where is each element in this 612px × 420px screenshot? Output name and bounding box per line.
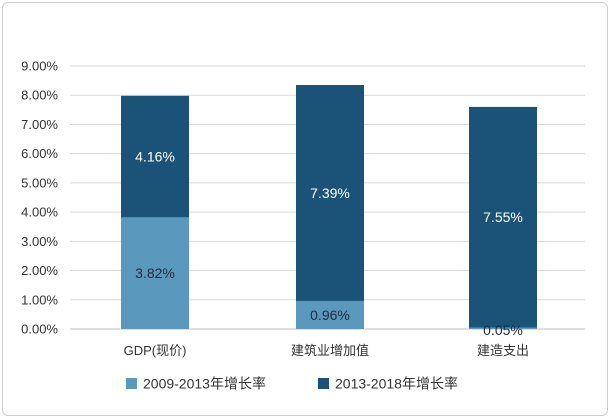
- data-label: 0.96%: [310, 307, 350, 323]
- legend-swatch: [318, 378, 329, 389]
- x-tick-label: GDP(现价): [124, 343, 187, 358]
- y-tick-label: 5.00%: [21, 175, 58, 190]
- bar-segment: [296, 300, 364, 329]
- x-tick-label: 建造支出: [477, 343, 529, 358]
- data-label: 3.82%: [135, 265, 175, 281]
- y-tick-label: 2.00%: [21, 263, 58, 278]
- y-tick-label: 3.00%: [21, 234, 58, 249]
- bar-segment: [121, 217, 189, 329]
- bar-segment: [296, 84, 364, 301]
- data-label: 7.39%: [310, 185, 350, 201]
- legend-label: 2013-2018年增长率: [335, 376, 458, 392]
- bar-segment: [469, 327, 537, 329]
- data-label: 7.55%: [483, 209, 523, 225]
- y-tick-label: 1.00%: [21, 292, 58, 307]
- bar-segment: [469, 106, 537, 328]
- y-tick-label: 6.00%: [21, 146, 58, 161]
- legend-label: 2009-2013年增长率: [143, 376, 266, 392]
- y-tick-label: 7.00%: [21, 117, 58, 132]
- y-tick-label: 0.00%: [21, 322, 58, 337]
- y-tick-label: 8.00%: [21, 88, 58, 103]
- legend-swatch: [126, 378, 137, 389]
- data-label: 0.05%: [483, 322, 523, 338]
- bar-segment: [121, 95, 189, 218]
- y-tick-label: 4.00%: [21, 205, 58, 220]
- x-tick-label: 建筑业增加值: [291, 343, 369, 358]
- data-label: 4.16%: [135, 149, 175, 165]
- y-tick-label: 9.00%: [21, 59, 58, 74]
